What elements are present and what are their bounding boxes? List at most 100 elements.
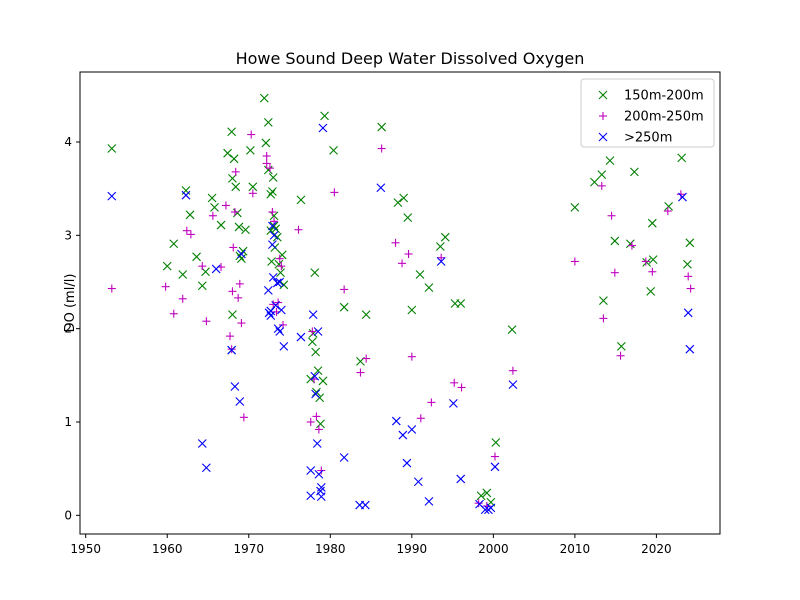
data-point bbox=[616, 342, 626, 351]
data-point bbox=[294, 225, 303, 234]
data-point bbox=[308, 310, 318, 320]
data-point bbox=[391, 238, 400, 247]
data-point bbox=[296, 195, 306, 205]
data-point bbox=[685, 344, 695, 354]
data-point bbox=[178, 270, 188, 279]
x-tick-label: 2000 bbox=[478, 542, 509, 556]
data-point bbox=[268, 272, 278, 282]
data-point bbox=[169, 309, 178, 318]
data-point bbox=[676, 190, 685, 199]
data-point bbox=[402, 458, 412, 468]
data-point bbox=[181, 190, 191, 200]
chart-title: Howe Sound Deep Water Dissolved Oxygen bbox=[236, 49, 585, 68]
data-point bbox=[316, 482, 326, 492]
data-point bbox=[449, 398, 458, 408]
data-point bbox=[311, 389, 321, 399]
data-point bbox=[683, 308, 693, 318]
data-point bbox=[316, 419, 325, 429]
data-point bbox=[262, 159, 271, 168]
data-point bbox=[238, 246, 248, 256]
data-point bbox=[312, 387, 321, 397]
data-point bbox=[377, 144, 386, 153]
data-point bbox=[227, 345, 236, 354]
data-point bbox=[276, 268, 285, 278]
x-tick-label: 1950 bbox=[70, 542, 101, 556]
data-point bbox=[435, 242, 445, 251]
data-point bbox=[248, 189, 257, 198]
data-point bbox=[192, 252, 201, 262]
legend-entry: 150m-200m bbox=[598, 89, 704, 104]
data-point bbox=[440, 232, 450, 242]
data-point bbox=[262, 152, 271, 160]
data-point bbox=[599, 314, 608, 323]
data-point bbox=[427, 398, 436, 407]
data-point bbox=[308, 327, 317, 336]
data-point bbox=[391, 416, 401, 426]
data-point bbox=[306, 418, 315, 426]
data-point bbox=[403, 213, 413, 222]
data-point bbox=[339, 302, 349, 312]
data-point bbox=[247, 130, 256, 139]
data-point bbox=[599, 296, 608, 306]
data-point bbox=[314, 469, 324, 479]
legend: 150m-200m 200m-250m >250m bbox=[580, 78, 715, 148]
data-point bbox=[279, 280, 289, 290]
data-point bbox=[107, 191, 117, 201]
data-point bbox=[413, 477, 423, 487]
data-point bbox=[202, 317, 211, 326]
data-point bbox=[185, 210, 195, 220]
x-tick-label: 1990 bbox=[397, 542, 428, 556]
legend-label: 150m-200m bbox=[624, 89, 704, 104]
data-point bbox=[231, 167, 240, 176]
data-point bbox=[237, 319, 246, 328]
data-point bbox=[313, 366, 323, 376]
data-point bbox=[161, 282, 170, 291]
data-point bbox=[267, 257, 276, 266]
data-point bbox=[197, 281, 207, 291]
data-point bbox=[398, 259, 407, 268]
data-point bbox=[235, 279, 244, 288]
data-point bbox=[275, 277, 285, 287]
series-2 bbox=[107, 123, 695, 515]
data-point bbox=[276, 305, 286, 315]
data-point bbox=[237, 249, 246, 259]
data-point bbox=[340, 285, 349, 294]
data-point bbox=[491, 438, 501, 447]
data-point bbox=[450, 378, 459, 387]
y-axis-label: DO (ml/l) bbox=[63, 274, 78, 333]
data-point bbox=[663, 207, 672, 216]
data-point bbox=[404, 250, 413, 258]
data-point bbox=[607, 211, 616, 220]
data-point bbox=[330, 188, 339, 197]
data-point bbox=[376, 183, 386, 193]
data-point bbox=[398, 430, 408, 440]
data-point bbox=[642, 258, 652, 267]
data-point bbox=[211, 264, 221, 274]
data-point bbox=[275, 327, 285, 336]
data-point bbox=[259, 93, 269, 103]
data-point bbox=[221, 201, 230, 210]
data-point bbox=[361, 310, 371, 320]
data-point bbox=[570, 257, 579, 266]
data-point bbox=[197, 439, 207, 448]
data-point bbox=[296, 332, 306, 342]
data-point bbox=[273, 324, 283, 334]
data-point bbox=[268, 240, 277, 250]
data-point bbox=[316, 492, 326, 502]
legend-entry: 200m-250m bbox=[599, 110, 704, 125]
data-point bbox=[228, 174, 237, 183]
data-point bbox=[627, 241, 636, 250]
data-point bbox=[275, 254, 284, 263]
data-point bbox=[682, 259, 692, 269]
data-point bbox=[685, 238, 695, 248]
data-point bbox=[664, 202, 674, 211]
data-point bbox=[480, 505, 490, 515]
data-point bbox=[356, 368, 365, 377]
data-point bbox=[312, 439, 322, 448]
data-point bbox=[265, 164, 274, 173]
data-point bbox=[486, 503, 496, 513]
data-point bbox=[437, 253, 446, 262]
data-point bbox=[590, 177, 599, 187]
legend-marker bbox=[598, 90, 608, 100]
data-point bbox=[263, 165, 273, 175]
